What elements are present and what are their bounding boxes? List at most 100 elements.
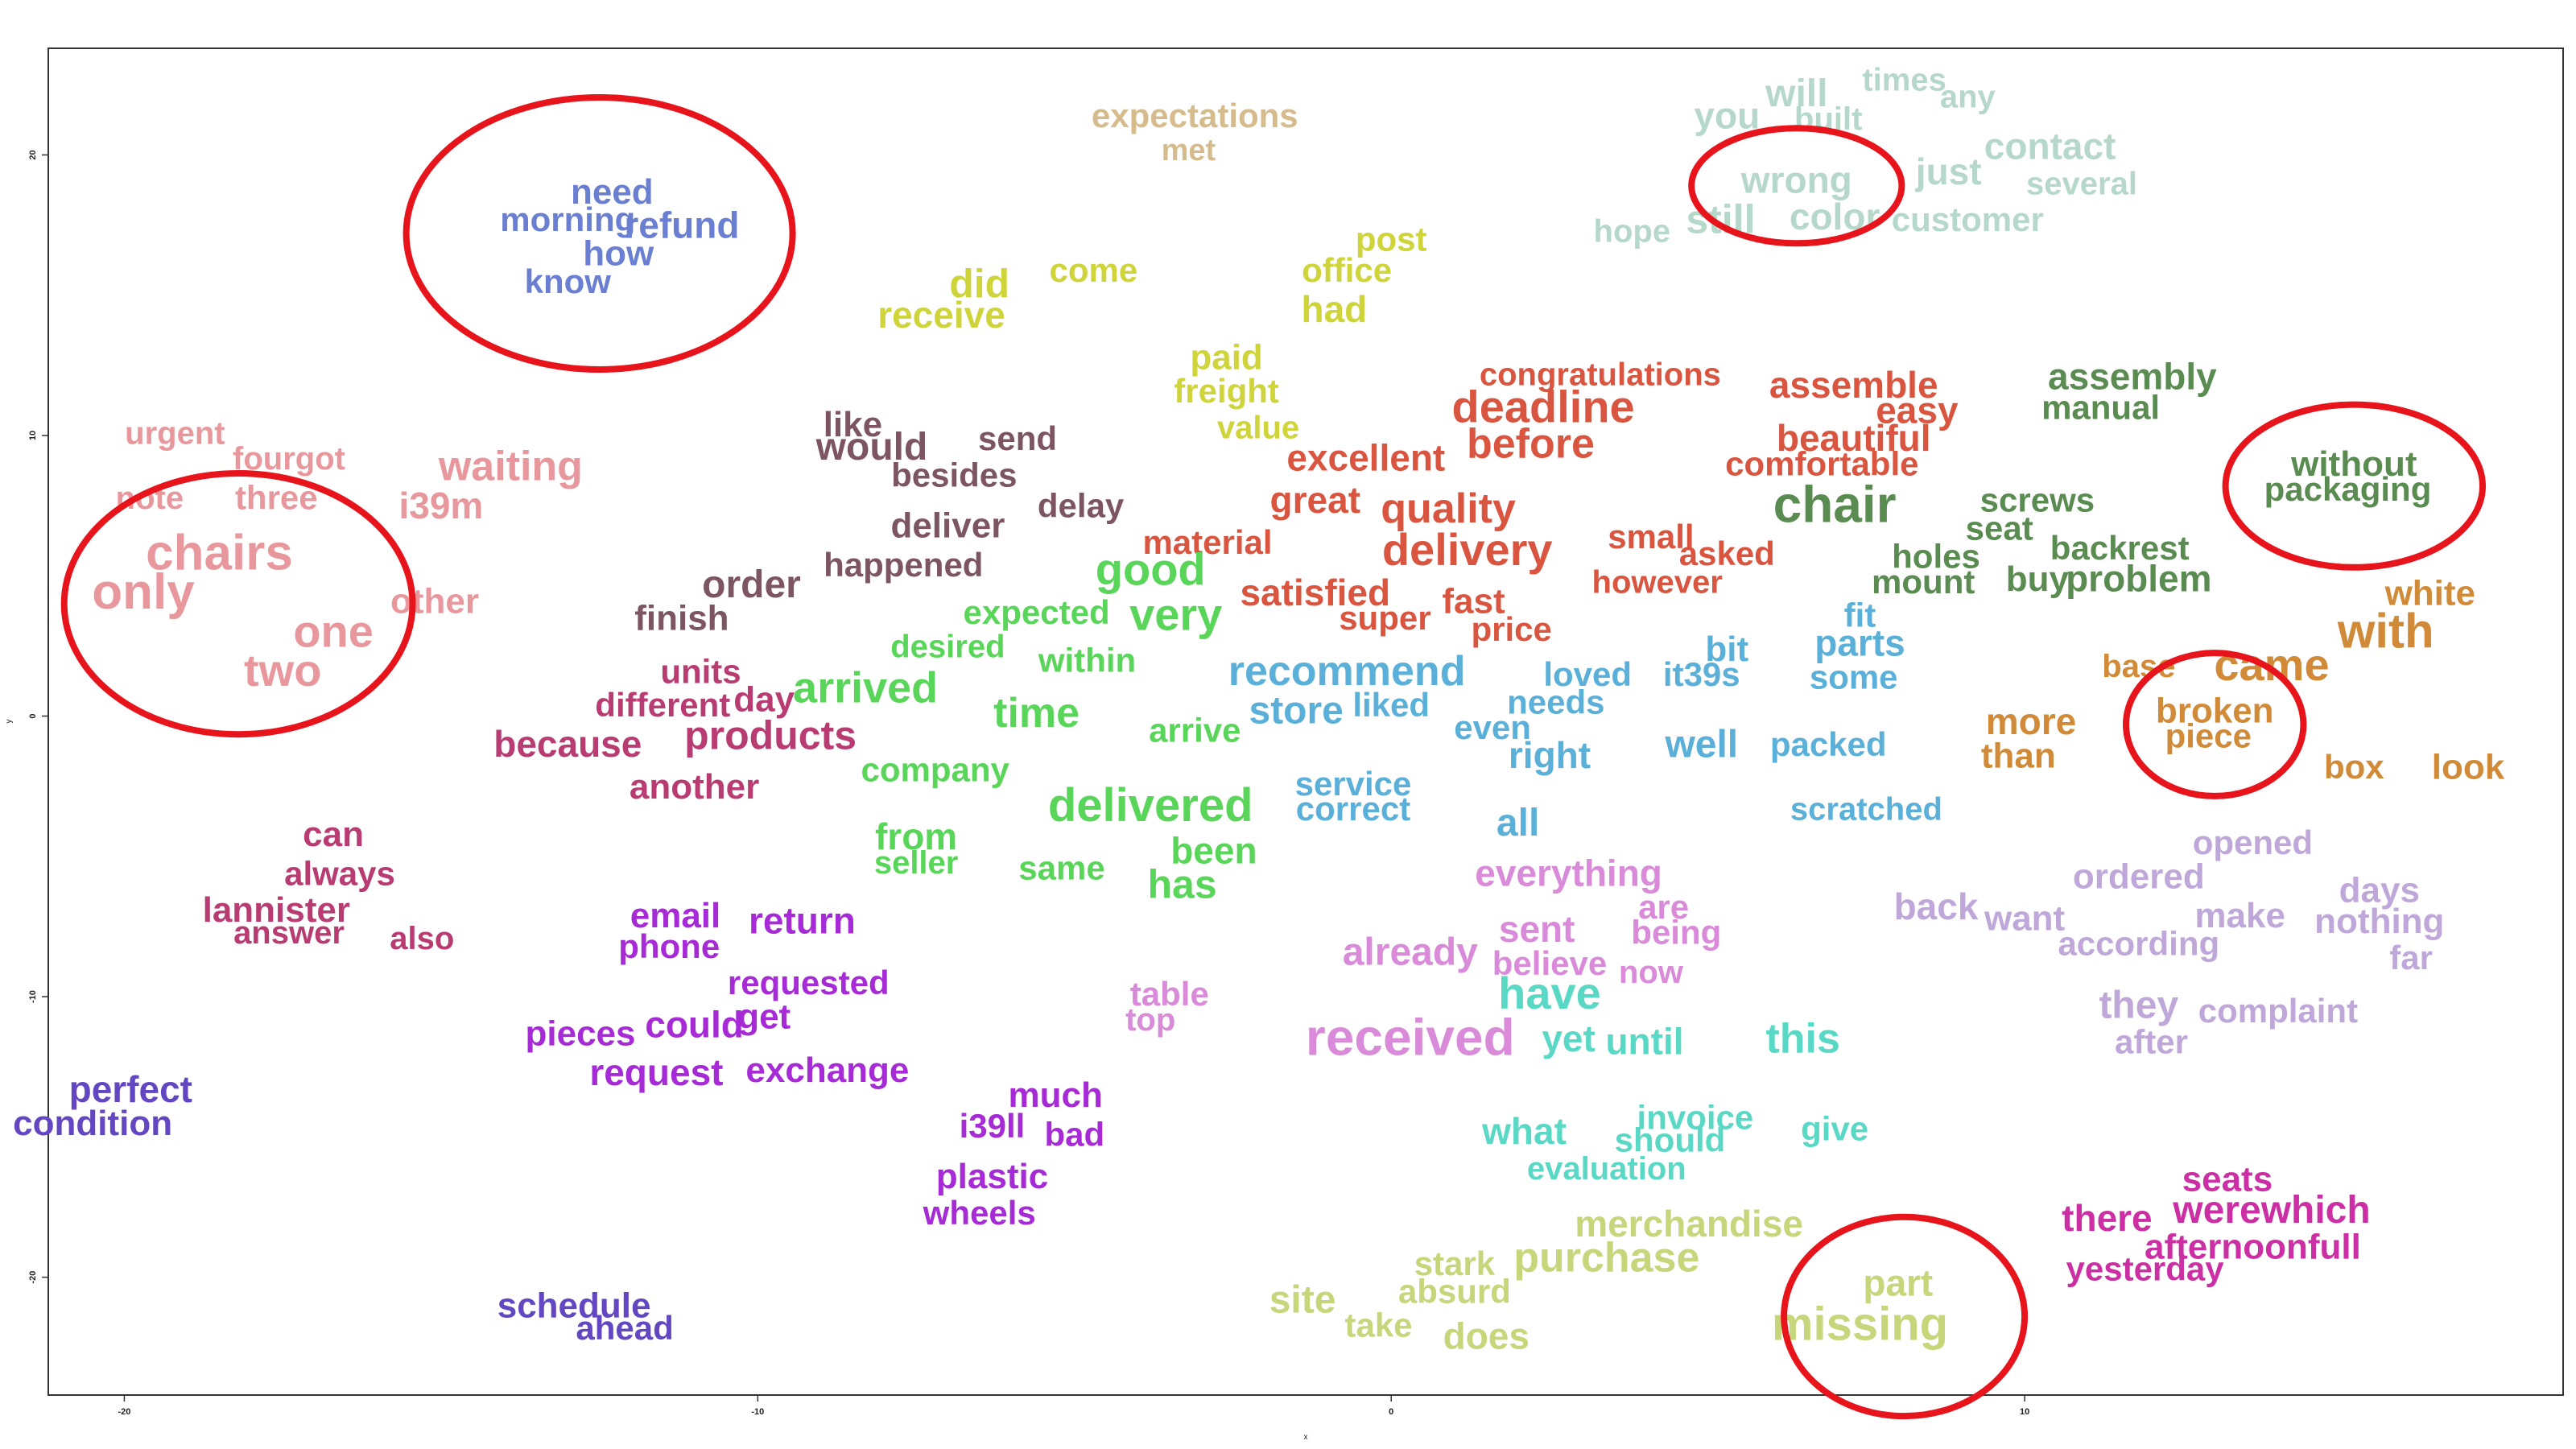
word-label: two <box>244 645 321 696</box>
word-label: from <box>875 815 957 857</box>
word-label: request <box>589 1051 723 1093</box>
word-label: i39m <box>398 485 483 526</box>
word-label: seats <box>2182 1160 2273 1199</box>
word-label: there <box>2062 1197 2152 1239</box>
word-label: you <box>1694 94 1760 136</box>
word-label: return <box>749 900 856 942</box>
highlight-circle <box>2123 650 2307 799</box>
word-label: can <box>303 815 364 854</box>
word-label: met <box>1162 134 1216 167</box>
word-label: been <box>1170 829 1257 871</box>
word-label: good <box>1096 544 1206 595</box>
word-label: right <box>1509 734 1591 776</box>
word-label: part <box>1863 1261 1933 1303</box>
word-label: great <box>1270 479 1360 521</box>
word-label: delivered <box>1048 779 1253 832</box>
word-label: liked <box>1352 686 1430 724</box>
word-label: expected <box>964 593 1110 631</box>
word-label: would <box>815 426 928 469</box>
word-label: comfortable <box>1725 444 1918 482</box>
word-label: afternoonfull <box>2145 1227 2361 1266</box>
x-tick-label: -20 <box>118 1407 130 1417</box>
word-label: service <box>1295 765 1412 803</box>
word-label: screws <box>1980 481 2095 519</box>
word-label: time <box>993 690 1080 737</box>
word-label: what <box>1481 1110 1567 1152</box>
word-label: super <box>1339 599 1430 637</box>
word-label: other <box>390 582 479 621</box>
highlight-circle <box>1781 1213 2029 1420</box>
word-label: bit <box>1705 630 1748 669</box>
word-label: pieces <box>526 1014 636 1054</box>
word-label: merchandise <box>1575 1203 1803 1245</box>
word-label: quality <box>1381 485 1516 532</box>
word-label: send <box>978 419 1057 457</box>
word-label: does <box>1443 1315 1530 1356</box>
word-label: delay <box>1038 487 1125 525</box>
word-label: easy <box>1876 389 1959 431</box>
word-label: make <box>2194 896 2285 935</box>
word-label: everything <box>1475 852 1662 894</box>
word-label: scratched <box>1790 792 1942 828</box>
word-label: believe <box>1492 944 1607 982</box>
x-axis-title: x <box>1304 1433 1308 1442</box>
word-label: plastic <box>936 1157 1048 1196</box>
word-label: small <box>1608 518 1694 555</box>
word-label: expectations <box>1092 97 1298 134</box>
word-label: without <box>2290 444 2417 484</box>
word-label: email <box>630 896 721 935</box>
word-label: within <box>1038 641 1136 679</box>
word-label: several <box>2026 166 2137 201</box>
word-label: order <box>702 564 801 606</box>
word-label: they <box>2099 985 2178 1027</box>
word-label: schedule <box>497 1286 651 1326</box>
word-label: beautiful <box>1777 417 1931 459</box>
word-label: well <box>1664 724 1738 766</box>
word-label: missing <box>1772 1298 1948 1351</box>
y-tick-label: 10 <box>28 431 38 440</box>
word-label: site <box>1269 1279 1336 1322</box>
word-label: refund <box>624 204 739 246</box>
word-label: arrived <box>793 663 938 712</box>
word-label: absurd <box>1398 1273 1511 1311</box>
word-label: day <box>733 680 795 720</box>
word-label: post <box>1356 221 1427 258</box>
word-label: asked <box>1679 535 1775 572</box>
word-label: like <box>824 405 882 444</box>
word-label: recommend <box>1228 648 1466 695</box>
word-label: should <box>1615 1121 1726 1158</box>
word-label: requested <box>728 964 890 1001</box>
word-label: value <box>1217 411 1299 446</box>
word-label: backrest <box>2050 529 2190 567</box>
word-label: needs <box>1507 683 1604 721</box>
word-label: paid <box>1190 338 1262 378</box>
word-label: look <box>2432 747 2505 786</box>
word-label: yet <box>1542 1018 1595 1059</box>
word-label: deadline <box>1452 381 1635 431</box>
word-label: need <box>571 172 654 212</box>
word-label: also <box>390 921 454 956</box>
word-label: received <box>1306 1009 1515 1067</box>
word-label: always <box>284 854 395 892</box>
word-label: only <box>92 564 195 620</box>
word-label: same <box>1018 848 1104 886</box>
word-label: times <box>1862 62 1946 97</box>
word-label: assemble <box>1769 364 1938 406</box>
word-label: already <box>1343 931 1478 973</box>
word-label: waiting <box>438 444 583 490</box>
word-label: after <box>2115 1022 2188 1060</box>
word-label: office <box>1302 251 1392 289</box>
word-label: bad <box>1044 1115 1104 1153</box>
word-label: piece <box>2165 716 2252 754</box>
word-label: packed <box>1770 725 1887 763</box>
y-tick-label: -20 <box>28 1271 38 1284</box>
x-tick-label: 0 <box>1389 1407 1393 1417</box>
word-label: white <box>2384 573 2475 613</box>
word-label: lannister <box>203 890 350 930</box>
word-label: have <box>1498 968 1601 1018</box>
word-label: satisfied <box>1240 572 1390 613</box>
highlight-layer <box>60 94 2487 1420</box>
word-label: because <box>493 723 642 765</box>
word-label: one <box>293 605 374 656</box>
